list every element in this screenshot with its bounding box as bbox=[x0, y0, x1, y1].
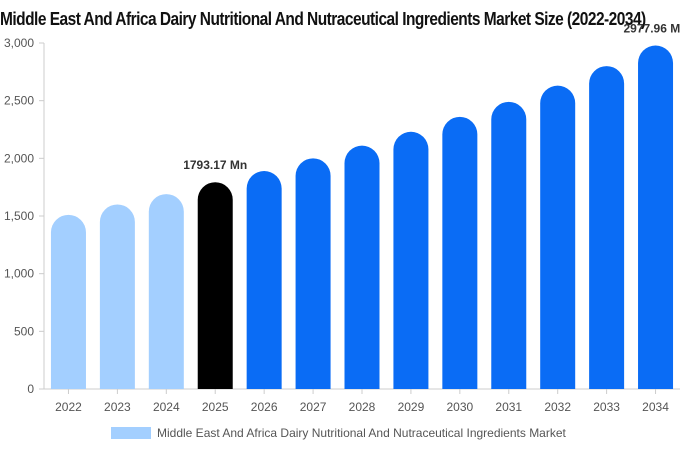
chart-title: Middle East And Africa Dairy Nutritional… bbox=[0, 9, 646, 29]
x-tick-label: 2027 bbox=[300, 400, 327, 414]
bar-2033 bbox=[589, 66, 625, 390]
bar-2025 bbox=[197, 182, 233, 389]
bar-2030 bbox=[442, 116, 478, 389]
x-tick-label: 2034 bbox=[642, 400, 669, 414]
x-tick-label: 2023 bbox=[104, 400, 131, 414]
bar-2024 bbox=[148, 194, 184, 389]
x-tick-label: 2033 bbox=[593, 400, 620, 414]
x-tick-label: 2030 bbox=[446, 400, 473, 414]
bar-2026 bbox=[246, 171, 282, 389]
y-tick-label: 2,500 bbox=[4, 94, 34, 108]
bar-2031 bbox=[491, 101, 527, 389]
x-tick-label: 2029 bbox=[398, 400, 425, 414]
x-tick-label: 2028 bbox=[349, 400, 376, 414]
bar-2022 bbox=[50, 214, 86, 389]
bar-2029 bbox=[393, 131, 429, 389]
legend-swatch bbox=[111, 427, 151, 439]
x-tick-label: 2024 bbox=[153, 400, 180, 414]
y-tick-label: 0 bbox=[27, 382, 34, 396]
y-tick-label: 2,000 bbox=[4, 151, 34, 165]
bar-2032 bbox=[540, 85, 576, 389]
bar-2028 bbox=[344, 145, 380, 389]
y-tick-label: 1,000 bbox=[4, 267, 34, 281]
bar-2034 bbox=[638, 45, 674, 390]
y-tick-label: 500 bbox=[14, 324, 34, 338]
bar-2023 bbox=[99, 204, 135, 389]
x-tick-label: 2026 bbox=[251, 400, 278, 414]
legend[interactable]: Middle East And Africa Dairy Nutritional… bbox=[111, 425, 566, 441]
data-label-2025: 1793.17 Mn bbox=[183, 158, 247, 172]
x-tick-label: 2025 bbox=[202, 400, 229, 414]
bar-2027 bbox=[295, 158, 331, 389]
y-tick-label: 3,000 bbox=[4, 36, 34, 50]
x-tick-label: 2032 bbox=[544, 400, 571, 414]
legend-label: Middle East And Africa Dairy Nutritional… bbox=[157, 426, 566, 440]
x-tick-label: 2022 bbox=[55, 400, 82, 414]
x-tick-label: 2031 bbox=[495, 400, 522, 414]
data-label-2034: 2977.96 Mn bbox=[624, 22, 680, 36]
y-tick-label: 1,500 bbox=[4, 209, 34, 223]
